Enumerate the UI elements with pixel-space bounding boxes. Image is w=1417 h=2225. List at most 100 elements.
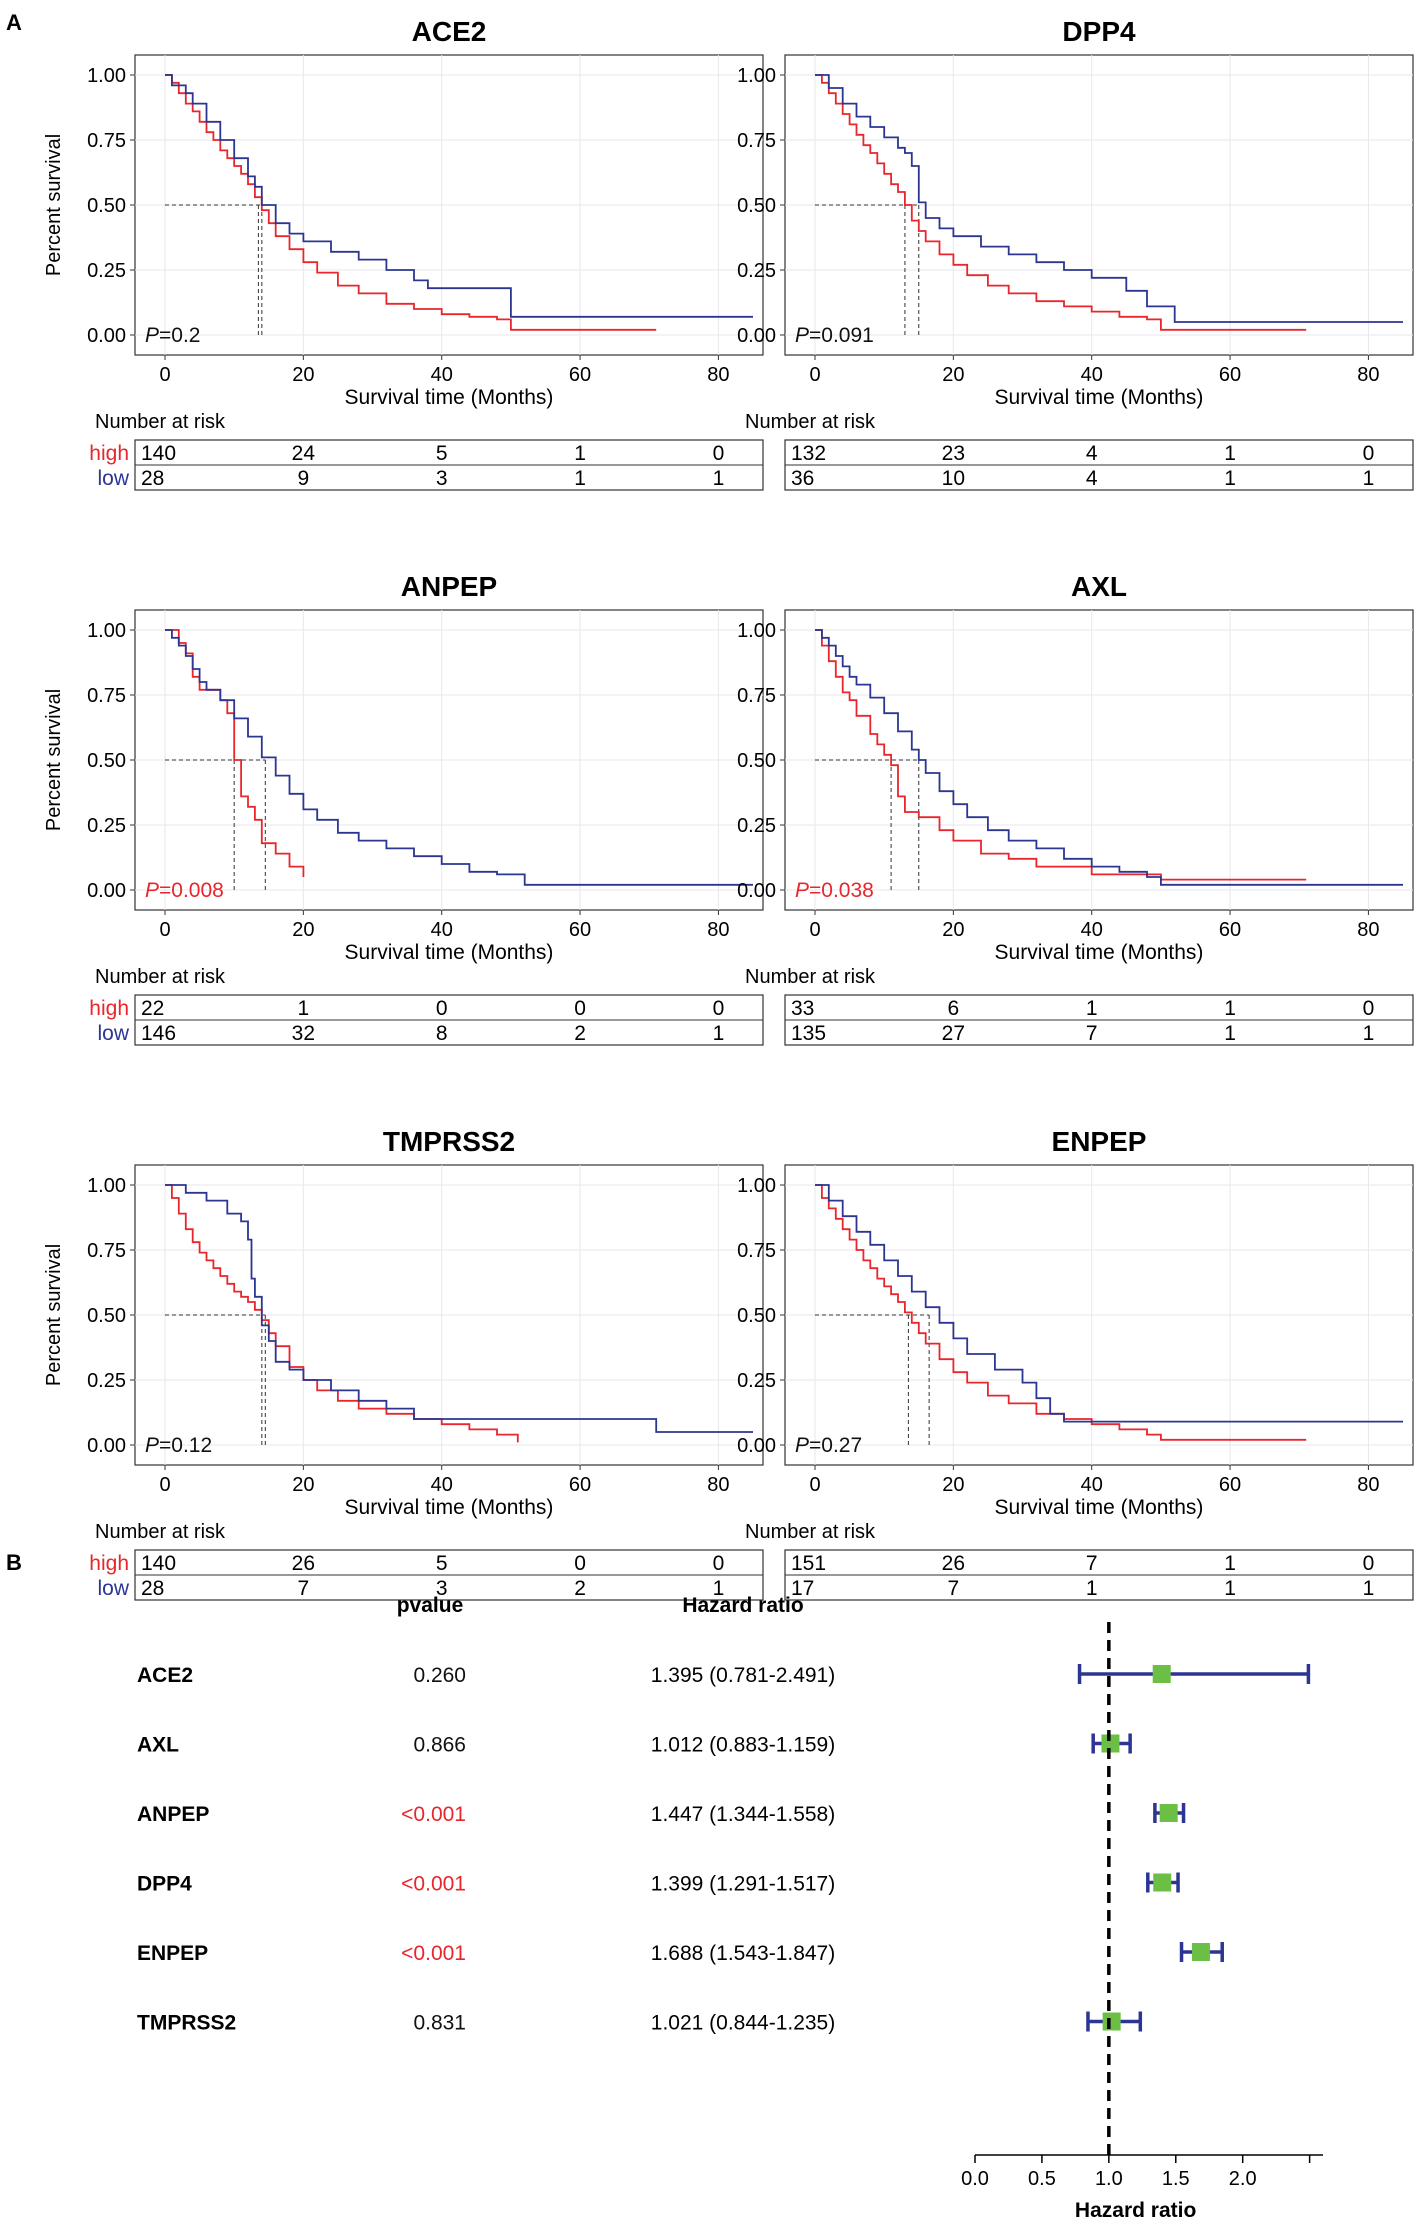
risk-count-high: 23 (942, 442, 965, 465)
y-tick-label: 0.75 (87, 130, 126, 152)
x-tick-label: 60 (569, 1474, 591, 1496)
forest-hr-text: 1.447 (1.344-1.558) (651, 1803, 835, 1826)
y-axis-label: Percent survival (43, 1244, 65, 1386)
risk-count-low: 7 (298, 1577, 310, 1600)
risk-count-high: 26 (292, 1552, 315, 1575)
x-tick-label: 80 (1357, 364, 1379, 386)
risk-table-title: Number at risk (95, 1521, 226, 1543)
forest-hr-text: 1.395 (0.781-2.491) (651, 1664, 835, 1687)
risk-group-high: high (89, 442, 129, 465)
x-axis-label: Survival time (Months) (345, 386, 554, 409)
y-tick-label: 0.00 (737, 325, 776, 347)
risk-count-high: 151 (791, 1552, 826, 1575)
panel-title: DPP4 (1062, 16, 1136, 47)
forest-pvalue: <0.001 (401, 1803, 466, 1826)
risk-count-low: 2 (574, 1022, 586, 1045)
risk-count-low: 1 (1086, 1577, 1098, 1600)
p-value-symbol: P (795, 879, 809, 902)
y-tick-label: 0.25 (737, 815, 776, 837)
survival-curve-high (815, 74, 1307, 331)
risk-count-high: 4 (1086, 442, 1098, 465)
forest-pvalue: 0.866 (413, 1734, 466, 1757)
survival-curve-low (165, 74, 753, 318)
y-tick-label: 0.50 (737, 750, 776, 772)
y-tick-label: 0.00 (87, 325, 126, 347)
p-value-label: P=0.038 (795, 879, 874, 902)
survival-curve-low (815, 74, 1403, 323)
risk-count-low: 10 (942, 467, 965, 490)
p-value-symbol: P (145, 324, 159, 347)
forest-gene-label: AXL (137, 1734, 179, 1757)
forest-x-tick-label: 2.0 (1229, 2168, 1257, 2190)
p-value-number: =0.091 (809, 324, 874, 347)
y-tick-label: 0.25 (737, 260, 776, 282)
panel-title: ENPEP (1052, 1126, 1147, 1157)
forest-pvalue: 0.260 (413, 1664, 466, 1687)
forest-hr-text: 1.012 (0.883-1.159) (651, 1734, 835, 1757)
km-panel-enpep: ENPEP 0.00 0.25 0.50 0.75 1.00 0 20 40 60 80 Surviv… (737, 1126, 1414, 1601)
forest-pvalue: <0.001 (401, 1942, 466, 1965)
y-tick-label: 0.50 (87, 195, 126, 217)
x-tick-label: 40 (1081, 919, 1103, 941)
x-tick-label: 80 (707, 364, 729, 386)
y-tick-label: 0.75 (737, 685, 776, 707)
risk-count-high: 7 (1086, 1552, 1098, 1575)
risk-count-high: 0 (713, 1552, 725, 1575)
panel-label-a: A (6, 10, 22, 35)
forest-pvalue: <0.001 (401, 1873, 466, 1896)
risk-count-high: 140 (141, 442, 176, 465)
p-value-label: P=0.008 (145, 879, 224, 902)
risk-count-high: 1 (1224, 1552, 1236, 1575)
risk-count-high: 0 (574, 1552, 586, 1575)
risk-count-low: 1 (713, 1577, 725, 1600)
forest-header-hr: Hazard ratio (682, 1594, 803, 1617)
risk-count-low: 135 (791, 1022, 826, 1045)
risk-count-high: 33 (791, 997, 814, 1020)
x-tick-label: 80 (1357, 1474, 1379, 1496)
y-tick-label: 0.75 (737, 130, 776, 152)
risk-count-high: 132 (791, 442, 826, 465)
p-value-label: P=0.091 (795, 324, 874, 347)
p-value-label: P=0.2 (145, 324, 200, 347)
risk-group-low: low (97, 1577, 129, 1600)
x-tick-label: 20 (942, 919, 964, 941)
y-tick-label: 0.25 (87, 1370, 126, 1392)
risk-count-low: 36 (791, 467, 814, 490)
p-value-symbol: P (795, 1434, 809, 1457)
risk-table-title: Number at risk (95, 966, 226, 988)
risk-count-high: 5 (436, 1552, 448, 1575)
x-tick-label: 0 (159, 364, 170, 386)
risk-count-high: 24 (292, 442, 316, 465)
y-tick-label: 1.00 (87, 620, 126, 642)
risk-count-low: 1 (1224, 467, 1236, 490)
x-tick-label: 40 (1081, 1474, 1103, 1496)
risk-table-title: Number at risk (745, 1521, 876, 1543)
x-axis-label: Survival time (Months) (995, 1496, 1204, 1519)
forest-gene-label: ACE2 (137, 1664, 193, 1687)
y-tick-label: 0.00 (87, 880, 126, 902)
forest-x-tick-label: 0.5 (1028, 2168, 1056, 2190)
p-value-label: P=0.12 (145, 1434, 212, 1457)
y-tick-label: 1.00 (87, 1175, 126, 1197)
survival-curve-low (165, 1184, 753, 1433)
risk-count-low: 32 (292, 1022, 315, 1045)
risk-count-low: 146 (141, 1022, 176, 1045)
risk-count-low: 3 (436, 1577, 448, 1600)
forest-header-pvalue: pvalue (397, 1594, 464, 1617)
risk-count-low: 28 (141, 1577, 164, 1600)
y-tick-label: 0.00 (737, 1435, 776, 1457)
y-tick-label: 1.00 (737, 1175, 776, 1197)
survival-curve-low (815, 629, 1403, 886)
x-tick-label: 20 (292, 919, 314, 941)
risk-count-high: 1 (1224, 997, 1236, 1020)
risk-count-low: 1 (1363, 1022, 1375, 1045)
y-tick-label: 0.50 (87, 750, 126, 772)
x-axis-label: Survival time (Months) (345, 941, 554, 964)
p-value-number: =0.2 (159, 324, 200, 347)
survival-curve-low (815, 1184, 1403, 1423)
risk-count-high: 0 (1363, 1552, 1375, 1575)
survival-curve-high (815, 629, 1307, 881)
